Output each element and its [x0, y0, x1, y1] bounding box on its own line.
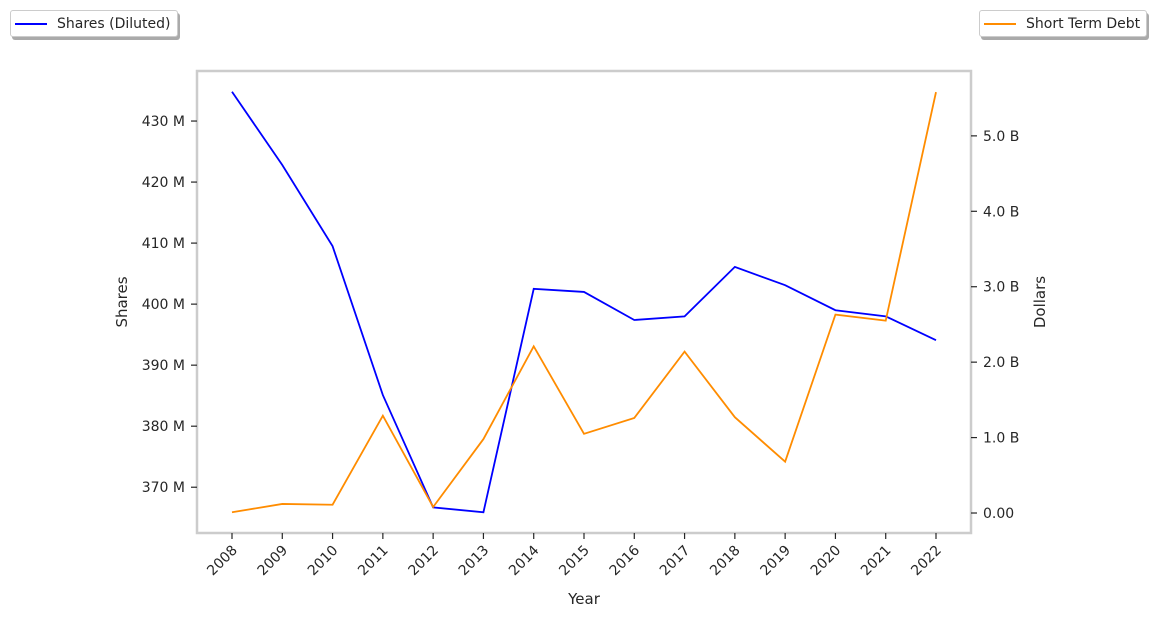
- legend-right: Short Term Debt: [979, 10, 1148, 37]
- legend-swatch-debt: [984, 22, 1016, 25]
- right-tick-label: 2.0 B: [983, 355, 1019, 371]
- left-tick-label: 370 M: [142, 480, 185, 496]
- x-tick-label: 2014: [506, 542, 543, 579]
- x-tick-label: 2022: [908, 543, 945, 580]
- left-tick-label: 400 M: [142, 297, 185, 313]
- x-tick-label: 2008: [204, 543, 241, 580]
- debt-line: [231, 91, 937, 514]
- right-tick-label: 5.0 B: [983, 129, 1019, 145]
- legend-label-shares: Shares (Diluted): [57, 15, 171, 32]
- right-tick-label: 4.0 B: [983, 204, 1019, 220]
- x-tick-label: 2019: [757, 543, 794, 580]
- x-tick-label: 2012: [405, 543, 442, 580]
- left-tick-label: 380 M: [142, 419, 185, 435]
- x-tick-label: 2010: [305, 543, 342, 580]
- legend-swatch-shares: [15, 22, 47, 25]
- x-axis-label: Year: [567, 590, 601, 608]
- x-tick-label: 2009: [255, 543, 292, 580]
- left-axis-label: Shares: [113, 276, 131, 327]
- left-tick-label: 410 M: [142, 236, 185, 252]
- x-tick-label: 2011: [355, 543, 392, 580]
- right-tick-label: 1.0 B: [983, 431, 1019, 447]
- left-tick-label: 430 M: [142, 114, 185, 130]
- x-tick-label: 2021: [858, 543, 895, 580]
- plot-frame: [195, 69, 973, 535]
- right-tick-label: 0.00: [983, 506, 1014, 522]
- legend-label-debt: Short Term Debt: [1026, 15, 1141, 32]
- x-tick-label: 2020: [808, 543, 845, 580]
- right-axis-label: Dollars: [1031, 276, 1049, 328]
- shares-line: [231, 91, 937, 514]
- x-tick-label: 2016: [607, 542, 644, 579]
- x-tick-label: 2017: [657, 543, 694, 580]
- x-tick-label: 2015: [556, 543, 593, 580]
- x-tick-label: 2013: [456, 543, 493, 580]
- left-tick-label: 390 M: [142, 358, 185, 374]
- right-tick-label: 3.0 B: [983, 280, 1019, 296]
- legend-left: Shares (Diluted): [10, 10, 178, 37]
- left-tick-label: 420 M: [142, 175, 185, 191]
- x-tick-label: 2018: [707, 543, 744, 580]
